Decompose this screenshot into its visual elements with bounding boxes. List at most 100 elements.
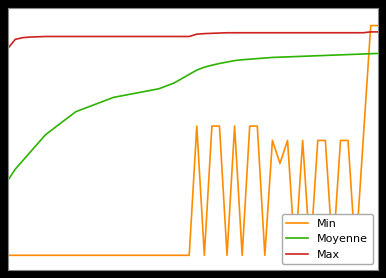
Max bbox=[376, 30, 381, 34]
Min bbox=[210, 125, 214, 128]
Max bbox=[172, 35, 176, 38]
Min bbox=[111, 254, 116, 257]
Max bbox=[28, 35, 33, 39]
Min bbox=[270, 139, 275, 142]
Min bbox=[5, 254, 10, 257]
Moyenne bbox=[315, 54, 320, 57]
Moyenne bbox=[13, 167, 18, 171]
Min bbox=[308, 254, 313, 257]
Min bbox=[81, 254, 86, 257]
Moyenne bbox=[361, 52, 366, 56]
Moyenne bbox=[179, 77, 184, 80]
Moyenne bbox=[5, 179, 10, 182]
Min bbox=[247, 125, 252, 128]
Min bbox=[126, 254, 131, 257]
Moyenne bbox=[346, 53, 350, 56]
Moyenne bbox=[338, 53, 343, 56]
Moyenne bbox=[89, 104, 93, 108]
Line: Max: Max bbox=[8, 32, 378, 49]
Moyenne bbox=[232, 59, 237, 62]
Max bbox=[308, 31, 313, 34]
Max bbox=[134, 35, 139, 38]
Min bbox=[164, 254, 169, 257]
Min bbox=[217, 125, 222, 128]
Max bbox=[361, 31, 366, 34]
Moyenne bbox=[270, 56, 275, 59]
Moyenne bbox=[247, 58, 252, 61]
Min bbox=[278, 162, 282, 165]
Max bbox=[66, 35, 71, 38]
Max bbox=[51, 35, 56, 38]
Min bbox=[262, 254, 267, 257]
Min bbox=[323, 139, 328, 142]
Max bbox=[278, 31, 282, 34]
Moyenne bbox=[368, 52, 373, 55]
Moyenne bbox=[172, 81, 176, 85]
Min bbox=[179, 254, 184, 257]
Max bbox=[142, 35, 146, 38]
Moyenne bbox=[210, 64, 214, 67]
Min bbox=[293, 254, 297, 257]
Max bbox=[247, 31, 252, 34]
Max bbox=[126, 35, 131, 38]
Min bbox=[232, 125, 237, 128]
Max bbox=[89, 35, 93, 38]
Max bbox=[240, 31, 244, 34]
Moyenne bbox=[51, 127, 56, 131]
Min bbox=[66, 254, 71, 257]
Line: Min: Min bbox=[8, 26, 378, 255]
Max bbox=[202, 32, 207, 35]
Min bbox=[36, 254, 40, 257]
Min bbox=[73, 254, 78, 257]
Max bbox=[293, 31, 297, 34]
Max bbox=[111, 35, 116, 38]
Max bbox=[164, 35, 169, 38]
Min bbox=[285, 139, 290, 142]
Max bbox=[353, 31, 358, 34]
Max bbox=[81, 35, 86, 38]
Max bbox=[179, 35, 184, 38]
Min bbox=[96, 254, 101, 257]
Max bbox=[210, 32, 214, 35]
Moyenne bbox=[104, 99, 108, 102]
Max bbox=[346, 31, 350, 34]
Max bbox=[43, 35, 48, 38]
Max bbox=[217, 31, 222, 35]
Moyenne bbox=[28, 150, 33, 153]
Moyenne bbox=[96, 101, 101, 105]
Min bbox=[28, 254, 33, 257]
Moyenne bbox=[134, 91, 139, 95]
Min bbox=[346, 139, 350, 142]
Moyenne bbox=[278, 56, 282, 59]
Min bbox=[172, 254, 176, 257]
Min bbox=[51, 254, 56, 257]
Min bbox=[315, 139, 320, 142]
Max bbox=[73, 35, 78, 38]
Moyenne bbox=[330, 53, 335, 57]
Max bbox=[187, 35, 191, 38]
Moyenne bbox=[202, 66, 207, 69]
Min bbox=[89, 254, 93, 257]
Moyenne bbox=[66, 116, 71, 119]
Legend: Min, Moyenne, Max: Min, Moyenne, Max bbox=[282, 214, 373, 264]
Min bbox=[104, 254, 108, 257]
Max bbox=[232, 31, 237, 34]
Min bbox=[300, 139, 305, 142]
Moyenne bbox=[20, 159, 25, 162]
Min bbox=[338, 139, 343, 142]
Moyenne bbox=[285, 55, 290, 59]
Min bbox=[13, 254, 18, 257]
Moyenne bbox=[353, 53, 358, 56]
Moyenne bbox=[323, 54, 328, 57]
Min bbox=[149, 254, 154, 257]
Moyenne bbox=[157, 87, 161, 90]
Moyenne bbox=[187, 73, 191, 76]
Min bbox=[134, 254, 139, 257]
Max bbox=[255, 31, 260, 34]
Max bbox=[20, 36, 25, 39]
Min bbox=[255, 125, 260, 128]
Max bbox=[119, 35, 124, 38]
Moyenne bbox=[376, 52, 381, 55]
Max bbox=[323, 31, 328, 34]
Max bbox=[315, 31, 320, 34]
